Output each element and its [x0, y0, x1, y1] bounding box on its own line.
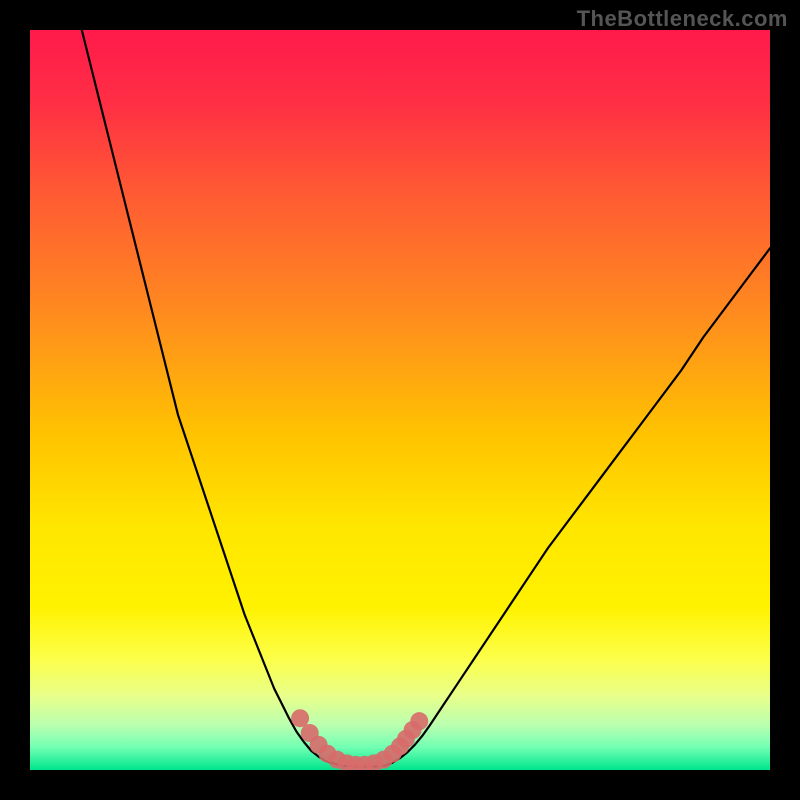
data-marker	[291, 709, 309, 727]
bottleneck-curve	[385, 248, 770, 765]
bottleneck-curve	[82, 30, 341, 766]
plot-area	[30, 30, 770, 770]
data-marker	[410, 712, 428, 730]
curves-layer	[30, 30, 770, 770]
chart-container: TheBottleneck.com	[0, 0, 800, 800]
watermark-text: TheBottleneck.com	[577, 6, 788, 32]
